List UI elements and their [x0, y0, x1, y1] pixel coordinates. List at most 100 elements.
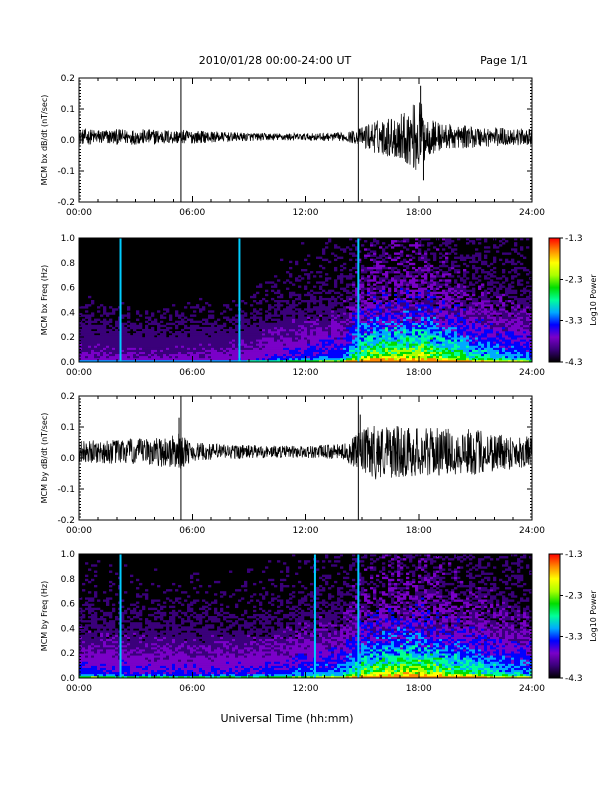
spectrogram-cell	[376, 359, 380, 363]
spectrogram-cell	[379, 306, 383, 309]
spectrogram-cell	[442, 297, 446, 301]
spectrogram-cell	[382, 248, 386, 251]
spectrogram-cell	[397, 297, 401, 301]
spectrogram-cell	[262, 333, 266, 336]
spectrogram-cell	[424, 312, 428, 315]
spectrogram-cell	[415, 320, 419, 324]
spectrogram-cell	[481, 353, 485, 357]
spectrogram-cell	[331, 333, 335, 336]
spectrogram-cell	[481, 347, 485, 350]
spectrogram-cell	[265, 345, 269, 348]
spectrogram-cell	[397, 277, 401, 280]
spectrogram-cell	[415, 285, 419, 288]
spectrogram-cell	[526, 269, 530, 272]
spectrogram-cell	[517, 306, 521, 309]
spectrogram-cell	[415, 252, 419, 255]
spectrogram-cell	[472, 240, 476, 243]
spectrogram-cell	[286, 308, 290, 311]
spectrogram-cell	[259, 326, 263, 330]
spectrogram-cell	[199, 335, 203, 338]
spectrogram-cell	[406, 347, 410, 350]
spectrogram-cell	[172, 349, 176, 352]
spectrogram-cell	[370, 347, 374, 350]
spectrogram-cell	[520, 353, 524, 357]
spectrogram-cell	[394, 244, 398, 247]
spectrogram-cell	[430, 242, 434, 245]
spectrogram-cell	[277, 359, 281, 363]
spectrogram-cell	[346, 285, 350, 288]
spectrogram-cell	[340, 304, 344, 307]
spectrogram-cell	[253, 308, 257, 311]
spectrogram-cell	[394, 306, 398, 309]
spectrogram-cell	[229, 320, 233, 324]
spectrogram-cell	[199, 337, 203, 340]
spectrogram-cell	[157, 353, 161, 357]
spectrogram-cell	[391, 341, 395, 344]
spectrogram-cell	[331, 343, 335, 346]
spectrogram-cell	[475, 353, 479, 357]
spectrogram-cell	[223, 351, 227, 355]
spectrogram-cell	[259, 302, 263, 305]
spectrogram-cell	[337, 339, 341, 342]
spectrogram-cell	[322, 312, 326, 315]
spectrogram-cell	[445, 314, 449, 317]
spectrogram-cell	[196, 333, 200, 336]
spectrogram-cell	[97, 359, 101, 363]
spectrogram-cell	[175, 355, 179, 359]
spectrogram-cell	[97, 306, 101, 309]
spectrogram-cell	[208, 355, 212, 359]
spectrogram-cell	[508, 271, 512, 274]
spectrogram-cell	[457, 345, 461, 348]
spectrogram-cell	[439, 359, 443, 363]
spectrogram-cell	[259, 341, 263, 344]
spectrogram-cell	[202, 337, 206, 340]
spectrogram-cell	[463, 262, 467, 266]
spectrogram-cell	[313, 316, 317, 319]
spectrogram-cell	[328, 343, 332, 346]
spectrogram-cell	[394, 304, 398, 307]
spectrogram-cell	[412, 262, 416, 266]
spectrogram-cell	[514, 345, 518, 348]
spectrogram-cell	[121, 357, 125, 361]
spectrogram-cell	[82, 351, 86, 355]
spectrogram-cell	[394, 328, 398, 332]
spectrogram-cell	[388, 256, 392, 259]
spectrogram-cell	[469, 310, 473, 313]
spectrogram-cell	[466, 353, 470, 357]
spectrogram-cell	[283, 281, 287, 284]
spectrogram-cell	[271, 357, 275, 361]
spectrogram-cell	[280, 326, 284, 330]
spectrogram-cell	[124, 335, 128, 338]
spectrogram-cell	[526, 320, 530, 324]
spectrogram-cell	[175, 351, 179, 355]
spectrogram-cell	[502, 353, 506, 357]
spectrogram-cell	[205, 345, 209, 348]
y-tick-label: 0.0	[61, 358, 76, 368]
spectrogram-cell	[481, 357, 485, 361]
spectrogram-cell	[415, 295, 419, 299]
spectrogram-cell	[436, 285, 440, 288]
spectrogram-cell	[415, 293, 419, 297]
spectrogram-cell	[412, 283, 416, 286]
spectrogram-cell	[103, 347, 107, 350]
spectrogram-cell	[226, 306, 230, 309]
spectrogram-cell	[91, 345, 95, 348]
spectrogram-cell	[502, 337, 506, 340]
spectrogram-cell	[400, 333, 404, 336]
spectrogram-cell	[271, 345, 275, 348]
spectrogram-cell	[487, 359, 491, 363]
spectrogram-cell	[142, 359, 146, 363]
spectrogram-cell	[298, 333, 302, 336]
spectrogram-cell	[421, 333, 425, 336]
spectrogram-cell	[472, 316, 476, 319]
spectrogram-cell	[439, 318, 443, 321]
spectrogram-cell	[403, 345, 407, 348]
spectrogram-cell	[244, 339, 248, 342]
spectrogram-cell	[445, 306, 449, 309]
spectrogram-cell	[214, 333, 218, 336]
spectrogram-cell	[370, 308, 374, 311]
spectrogram-cell	[427, 322, 431, 326]
spectrogram-cell	[415, 289, 419, 293]
spectrogram-cell	[499, 345, 503, 348]
spectrogram-cell	[340, 337, 344, 340]
